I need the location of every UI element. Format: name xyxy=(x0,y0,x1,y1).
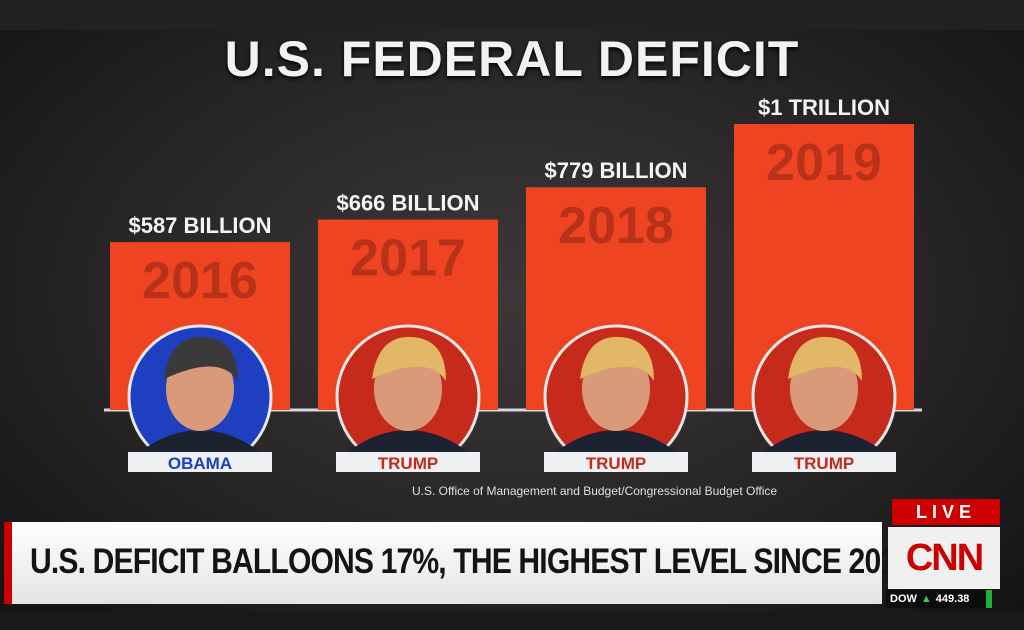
portrait-suit xyxy=(346,430,470,457)
network-logo-text: CNN xyxy=(905,536,984,579)
network-logo: CNN xyxy=(888,527,1000,589)
dow-ticker: DOW ▲ 449.38 xyxy=(886,590,992,608)
headline: U.S. DEFICIT BALLOONS 17%, THE HIGHEST L… xyxy=(30,542,913,581)
up-arrow-icon: ▲ xyxy=(920,593,932,605)
data-label: $779 BILLION xyxy=(544,158,687,183)
president-name: TRUMP xyxy=(586,454,646,473)
data-label: $666 BILLION xyxy=(336,191,479,216)
ticker-accent xyxy=(986,590,992,608)
tv-bezel-top xyxy=(0,0,1024,30)
portrait-suit xyxy=(138,430,262,457)
bar-year-label: 2016 xyxy=(142,252,258,310)
ticker-label: DOW xyxy=(890,593,917,605)
portrait-hair xyxy=(164,336,238,381)
president-name: OBAMA xyxy=(168,454,232,473)
ticker-value: 449.38 xyxy=(935,593,970,605)
bar-year-label: 2018 xyxy=(558,197,674,255)
tv-bezel-bottom xyxy=(0,612,1024,630)
live-badge: LIVE xyxy=(892,499,1000,525)
data-label: $1 TRILLION xyxy=(758,95,890,120)
source-caption: U.S. Office of Management and Budget/Con… xyxy=(412,484,778,498)
president-name: TRUMP xyxy=(378,454,438,473)
president-name: TRUMP xyxy=(794,454,854,473)
name-plate xyxy=(128,452,272,472)
name-plate xyxy=(752,452,896,472)
portrait-hair xyxy=(372,336,446,381)
name-plate xyxy=(544,452,688,472)
bar-year-label: 2019 xyxy=(766,134,882,192)
portrait-hair xyxy=(580,336,654,381)
portrait-hair xyxy=(788,336,862,381)
name-plate xyxy=(336,452,480,472)
lower-third-banner: U.S. DEFICIT BALLOONS 17%, THE HIGHEST L… xyxy=(4,522,913,604)
portrait-suit xyxy=(762,430,886,457)
chart-title: U.S. FEDERAL DEFICIT xyxy=(224,31,800,87)
portrait-suit xyxy=(554,430,678,457)
data-label: $587 BILLION xyxy=(128,213,271,238)
bar-year-label: 2017 xyxy=(350,230,466,288)
